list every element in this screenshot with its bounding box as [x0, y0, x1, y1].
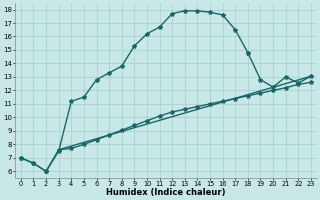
X-axis label: Humidex (Indice chaleur): Humidex (Indice chaleur) — [106, 188, 226, 197]
